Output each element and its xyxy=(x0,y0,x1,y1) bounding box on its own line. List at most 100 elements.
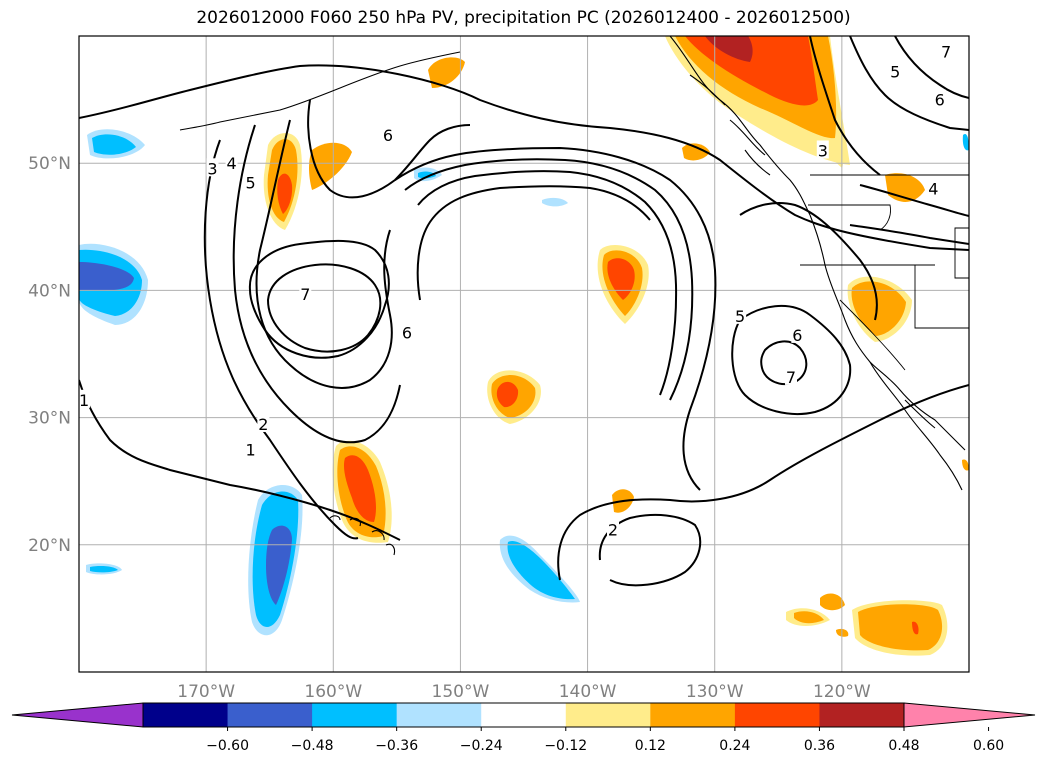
precip-positive-mexico-coast xyxy=(858,604,943,651)
state-borders xyxy=(800,174,969,371)
precip-negative-west-of-hawaii xyxy=(266,525,292,605)
precip-positive-aleutian-south xyxy=(428,57,465,88)
longitude-labels: 170°W 160°W 150°W 140°W 130°W 120°W xyxy=(177,682,871,702)
colorbar-extend-high xyxy=(903,702,1036,728)
colorbar-tick-label: −0.24 xyxy=(460,738,503,754)
pv-contour-18 xyxy=(849,36,969,131)
latitude-labels: 50°N 40°N 30°N 20°N xyxy=(28,154,71,556)
pv-contours xyxy=(79,36,969,587)
contour-label-bg xyxy=(244,172,257,191)
colorbar-tick-label: 0.48 xyxy=(888,738,919,754)
coastline-baja xyxy=(869,361,963,491)
contour-label-bg xyxy=(299,284,312,303)
contour-label: 6 xyxy=(402,323,412,342)
colorbar-segment xyxy=(227,703,313,727)
contour-label-bg xyxy=(927,178,940,197)
colorbar-tick-label: 0.24 xyxy=(719,738,750,754)
pv-contour-19 xyxy=(894,36,969,99)
precip-positive-small xyxy=(682,143,710,161)
contour-label-bg xyxy=(206,158,219,177)
colorbar-tick-label: 0.36 xyxy=(804,738,835,754)
precip-positive-central-pacific xyxy=(496,381,519,408)
precip-negative-west-edge xyxy=(79,262,134,291)
contour-label: 6 xyxy=(935,91,945,110)
colorbar-segment xyxy=(650,703,736,727)
pv-contour-17 xyxy=(739,202,878,321)
coastlines xyxy=(179,36,969,556)
contour-label: 6 xyxy=(383,126,393,145)
contour-label-bg xyxy=(381,125,394,144)
precip-negative-small xyxy=(90,566,118,573)
contour-label-bg xyxy=(940,41,953,60)
pv-contour-6 xyxy=(248,239,390,359)
contour-label-bg xyxy=(933,89,946,108)
contour-label-bg xyxy=(816,140,829,159)
precip-positive-right-edge xyxy=(962,459,969,471)
contour-label-bg xyxy=(734,305,747,324)
pv-contour-21 xyxy=(859,184,969,217)
colorbar-segment xyxy=(819,703,905,727)
colorbar-tick-label: −0.12 xyxy=(544,738,587,754)
contour-label-bg xyxy=(257,413,270,432)
precip-positive-mexico-coast xyxy=(794,611,824,624)
contour-label-bg xyxy=(785,366,797,385)
pv-contour-8 xyxy=(307,99,471,199)
contour-label-bg xyxy=(79,389,91,408)
pv-contour-11 xyxy=(417,170,678,396)
coastline-aleutians xyxy=(179,51,461,131)
longitude-label: 150°W xyxy=(432,682,490,702)
precip-positive-gulf-of-alaska xyxy=(685,36,818,106)
contour-label: 5 xyxy=(246,173,256,192)
pv-contour-13 xyxy=(557,384,969,581)
contour-label: 1 xyxy=(79,391,89,410)
pv-contour-7 xyxy=(266,263,382,353)
contour-label: 5 xyxy=(890,63,900,82)
pv-contour-1 xyxy=(79,64,969,251)
pv-contour-3 xyxy=(203,139,359,540)
latitude-label: 30°N xyxy=(28,409,71,429)
precip-negative-small xyxy=(542,197,568,207)
colorbar-tick-label: −0.36 xyxy=(375,738,418,754)
coastline-alaska-panhandle xyxy=(669,36,811,216)
coastline-hawaii xyxy=(329,515,396,556)
contour-label: 6 xyxy=(792,326,802,345)
pv-contour-2 xyxy=(79,379,401,541)
pv-contour-4 xyxy=(232,124,401,444)
latitude-label: 40°N xyxy=(28,281,71,301)
colorbar-tick-label: −0.48 xyxy=(291,738,334,754)
longitude-label: 140°W xyxy=(559,682,617,702)
colorbar: −0.60 −0.48 −0.36 −0.24 −0.12 0.12 0.24 0.36 0.4… xyxy=(11,702,1036,754)
contour-label-bg xyxy=(225,153,238,172)
precip-negative-small xyxy=(962,133,969,151)
precipitation-fill xyxy=(79,36,969,656)
contour-label: 4 xyxy=(928,180,938,199)
precip-positive-central-pacific xyxy=(607,258,635,300)
precip-negative-east-of-hawaii xyxy=(507,540,575,600)
contour-label: 3 xyxy=(818,141,828,160)
contour-label-bg xyxy=(607,519,619,538)
precip-positive-california xyxy=(851,281,906,336)
latitude-label: 20°N xyxy=(28,536,71,556)
contour-label-bg xyxy=(244,439,257,458)
colorbar-segment xyxy=(143,703,229,727)
colorbar-segment xyxy=(396,703,482,727)
precip-positive-north-of-hawaii xyxy=(343,455,376,522)
longitude-label: 160°W xyxy=(304,682,362,702)
contour-label: 2 xyxy=(608,521,618,540)
contour-label: 7 xyxy=(300,285,310,304)
contour-label-bg xyxy=(791,324,804,343)
contour-label: 7 xyxy=(941,42,951,61)
precip-positive-aleutian-south xyxy=(277,173,293,214)
latitude-label: 50°N xyxy=(28,154,71,174)
longitude-label: 130°W xyxy=(686,682,744,702)
colorbar-segment xyxy=(481,703,567,727)
precip-negative-small xyxy=(92,134,136,155)
colorbar-tick-label: 0.12 xyxy=(635,738,666,754)
precip-positive-mexico-coast xyxy=(820,593,845,611)
contour-label: 7 xyxy=(786,368,796,387)
longitude-label: 170°W xyxy=(177,682,235,702)
colorbar-segment xyxy=(312,703,398,727)
pv-contour-15 xyxy=(731,304,852,416)
